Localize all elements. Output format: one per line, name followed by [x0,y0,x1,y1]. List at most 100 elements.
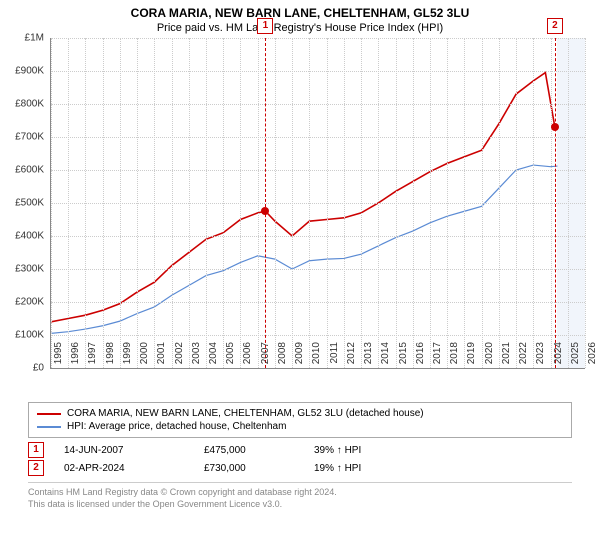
gridline-v [309,38,310,368]
sale-vline [265,38,266,368]
sale-row-marker: 1 [28,442,44,458]
gridline-v [568,38,569,368]
x-tick-label: 2001 [156,342,167,372]
sale-hpi-delta: 39% ↑ HPI [314,445,404,456]
gridline-v [585,38,586,368]
y-tick-label: £700K [0,132,44,143]
gridline-v [533,38,534,368]
sale-row: 2 02-APR-2024 £730,000 19% ↑ HPI [28,460,572,476]
x-tick-label: 2020 [484,342,495,372]
x-tick-label: 2026 [587,342,598,372]
sale-vline [555,38,556,368]
container: CORA MARIA, NEW BARN LANE, CHELTENHAM, G… [0,0,600,560]
gridline-v [396,38,397,368]
x-tick-label: 1996 [70,342,81,372]
x-tick-label: 2023 [535,342,546,372]
y-tick-label: £600K [0,165,44,176]
x-tick-label: 2017 [432,342,443,372]
x-tick-label: 2005 [225,342,236,372]
footer: Contains HM Land Registry data © Crown c… [28,482,572,510]
sale-price: £475,000 [204,445,294,456]
gridline-h [51,236,585,237]
x-tick-label: 1998 [105,342,116,372]
gridline-v [551,38,552,368]
footer-line-2: This data is licensed under the Open Gov… [28,499,572,511]
legend-swatch [37,426,61,428]
plot: 12 [50,38,585,369]
sale-row-marker: 2 [28,460,44,476]
gridline-h [51,71,585,72]
x-tick-label: 1997 [87,342,98,372]
x-tick-label: 2013 [363,342,374,372]
chart-area: 12 £0£100K£200K£300K£400K£500K£600K£700K… [50,38,584,398]
x-tick-label: 2014 [380,342,391,372]
gridline-v [464,38,465,368]
x-tick-label: 2002 [174,342,185,372]
legend-row: CORA MARIA, NEW BARN LANE, CHELTENHAM, G… [37,407,563,420]
x-tick-label: 2018 [449,342,460,372]
gridline-v [240,38,241,368]
x-tick-label: 2025 [570,342,581,372]
gridline-v [137,38,138,368]
gridline-v [103,38,104,368]
gridline-v [258,38,259,368]
chart-title: CORA MARIA, NEW BARN LANE, CHELTENHAM, G… [0,0,600,20]
y-tick-label: £500K [0,198,44,209]
gridline-h [51,335,585,336]
gridline-v [120,38,121,368]
sale-dot [551,123,559,131]
x-tick-label: 2011 [329,342,340,372]
gridline-v [413,38,414,368]
gridline-v [292,38,293,368]
x-tick-label: 2015 [398,342,409,372]
gridline-h [51,269,585,270]
y-tick-label: £900K [0,66,44,77]
gridline-v [172,38,173,368]
gridline-v [361,38,362,368]
y-tick-label: £0 [0,363,44,374]
x-tick-label: 2012 [346,342,357,372]
x-tick-label: 1999 [122,342,133,372]
y-tick-label: £1M [0,33,44,44]
sale-price: £730,000 [204,463,294,474]
x-tick-label: 2000 [139,342,150,372]
x-tick-label: 2021 [501,342,512,372]
sale-dot [261,207,269,215]
sale-date: 02-APR-2024 [64,463,184,474]
y-tick-label: £800K [0,99,44,110]
gridline-h [51,104,585,105]
x-tick-label: 1995 [53,342,64,372]
legend-label: HPI: Average price, detached house, Chel… [67,421,286,432]
x-tick-label: 2019 [466,342,477,372]
y-tick-label: £300K [0,264,44,275]
y-tick-label: £400K [0,231,44,242]
sale-row: 1 14-JUN-2007 £475,000 39% ↑ HPI [28,442,572,458]
footer-line-1: Contains HM Land Registry data © Crown c… [28,487,572,499]
x-tick-label: 2016 [415,342,426,372]
gridline-h [51,170,585,171]
gridline-h [51,137,585,138]
sale-marker-box: 1 [257,18,273,34]
x-tick-label: 2010 [311,342,322,372]
gridline-v [68,38,69,368]
legend: CORA MARIA, NEW BARN LANE, CHELTENHAM, G… [28,402,572,438]
sale-hpi-delta: 19% ↑ HPI [314,463,404,474]
legend-label: CORA MARIA, NEW BARN LANE, CHELTENHAM, G… [67,408,424,419]
y-tick-label: £100K [0,330,44,341]
x-tick-label: 2022 [518,342,529,372]
gridline-v [327,38,328,368]
gridline-v [499,38,500,368]
gridline-h [51,203,585,204]
x-tick-label: 2024 [553,342,564,372]
gridline-v [275,38,276,368]
x-tick-label: 2003 [191,342,202,372]
x-tick-label: 2007 [260,342,271,372]
chart-subtitle: Price paid vs. HM Land Registry's House … [0,20,600,38]
gridline-v [85,38,86,368]
gridline-h [51,302,585,303]
gridline-v [206,38,207,368]
sale-date: 14-JUN-2007 [64,445,184,456]
legend-swatch [37,413,61,415]
gridline-v [516,38,517,368]
gridline-v [378,38,379,368]
